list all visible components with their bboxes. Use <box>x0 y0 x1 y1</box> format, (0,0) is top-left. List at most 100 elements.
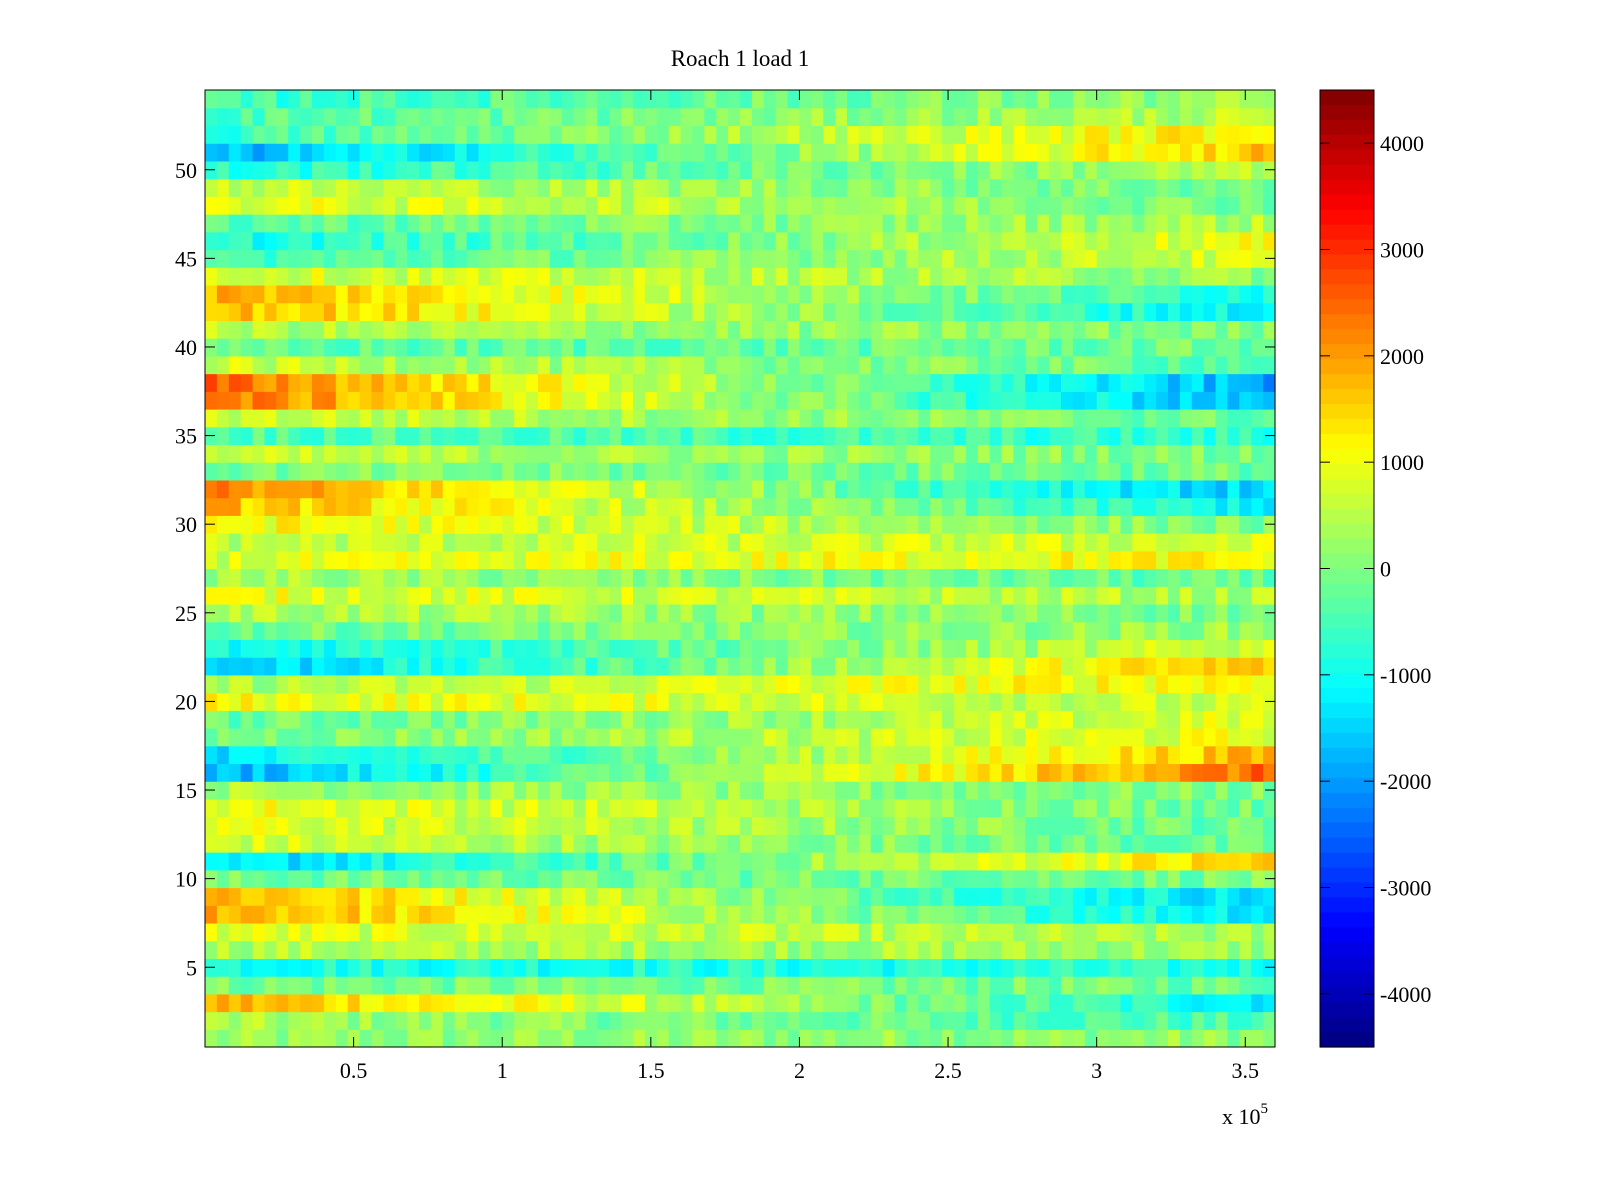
heatmap-cell <box>549 639 563 658</box>
heatmap-cell <box>954 887 967 906</box>
heatmap-cell <box>1251 940 1264 959</box>
heatmap-cell <box>323 940 337 959</box>
heatmap-cell <box>454 479 468 499</box>
heatmap-cell <box>240 710 254 729</box>
heatmap-cell <box>490 107 503 127</box>
heatmap-cell <box>1013 905 1026 924</box>
heatmap-cell <box>549 178 563 197</box>
heatmap-cell <box>466 586 480 605</box>
heatmap-cell <box>763 497 777 516</box>
heatmap-cell <box>633 1011 646 1030</box>
heatmap-cell <box>1168 657 1181 676</box>
heatmap-cell <box>216 284 230 304</box>
heatmap-cell <box>1096 657 1110 676</box>
heatmap-cell <box>549 763 563 782</box>
heatmap-cell <box>633 798 646 818</box>
heatmap-cell <box>847 940 860 959</box>
heatmap-cell <box>1215 905 1229 924</box>
heatmap-cell <box>407 940 420 959</box>
heatmap-cell <box>205 621 218 640</box>
heatmap-cell <box>1251 1011 1264 1030</box>
heatmap-cell <box>1179 852 1193 871</box>
heatmap-cell <box>882 657 896 676</box>
heatmap-cell <box>1156 550 1169 570</box>
heatmap-cell <box>775 781 789 800</box>
heatmap-cell <box>1239 834 1252 853</box>
heatmap-cell <box>989 763 1003 782</box>
heatmap-cell <box>1215 710 1229 729</box>
heatmap-cell <box>609 196 622 215</box>
heatmap-cell <box>466 444 480 463</box>
heatmap-cell <box>763 674 777 694</box>
heatmap-cell <box>811 586 824 605</box>
heatmap-cell <box>882 976 896 995</box>
heatmap-cell <box>775 178 789 197</box>
heatmap-cell <box>882 710 896 729</box>
heatmap-cell <box>312 214 325 233</box>
heatmap-cell <box>1120 728 1133 747</box>
heatmap-cell <box>383 852 396 871</box>
heatmap-cell <box>799 497 812 516</box>
heatmap-cell <box>1203 409 1217 428</box>
heatmap-cell <box>430 462 444 481</box>
heatmap-cell <box>1263 763 1276 782</box>
heatmap-cell <box>1251 391 1264 410</box>
heatmap-cell <box>205 993 218 1013</box>
heatmap-cell <box>1084 1011 1098 1030</box>
heatmap-cell <box>1072 231 1086 251</box>
heatmap-cell <box>918 781 931 800</box>
heatmap-cell <box>526 887 539 906</box>
heatmap-cell <box>478 479 491 499</box>
heatmap-cell <box>918 373 931 392</box>
heatmap-cell <box>359 497 373 516</box>
heatmap-cell <box>300 692 313 711</box>
heatmap-cell <box>870 781 884 800</box>
heatmap-cell <box>811 568 824 587</box>
heatmap-cell <box>430 479 444 499</box>
heatmap-cell <box>823 763 836 782</box>
heatmap-cell <box>240 497 254 516</box>
heatmap-cell <box>1132 834 1145 853</box>
heatmap-cell <box>323 834 337 853</box>
heatmap-cell <box>205 905 218 924</box>
heatmap-cell <box>1001 160 1015 180</box>
heatmap-cell <box>740 852 753 871</box>
heatmap-cell <box>1108 373 1122 392</box>
heatmap-cell <box>609 993 622 1013</box>
heatmap-cell <box>799 107 812 127</box>
heatmap-cell <box>870 710 884 729</box>
heatmap-cell <box>442 444 456 463</box>
heatmap-cell <box>1084 887 1098 906</box>
heatmap-cell <box>787 728 801 747</box>
heatmap-cell <box>216 710 230 729</box>
heatmap-cell <box>264 462 277 481</box>
heatmap-cell <box>1013 107 1026 127</box>
heatmap-cell <box>1072 462 1086 481</box>
heatmap-cell <box>216 586 230 605</box>
heatmap-cell <box>490 852 503 871</box>
heatmap-cell <box>633 284 646 304</box>
heatmap-cell <box>454 852 468 871</box>
heatmap-cell <box>371 479 384 499</box>
heatmap-cell <box>490 143 503 162</box>
heatmap-cell <box>1203 568 1217 587</box>
heatmap-cell <box>1001 816 1015 835</box>
heatmap-cell <box>1108 781 1122 800</box>
heatmap-cell <box>228 869 242 889</box>
heatmap-cell <box>573 373 587 392</box>
heatmap-cell <box>383 781 396 800</box>
heatmap-cell <box>1084 993 1098 1013</box>
heatmap-cell <box>454 444 468 463</box>
heatmap-cell <box>407 533 420 552</box>
heatmap-cell <box>668 869 682 889</box>
heatmap-cell <box>716 338 729 357</box>
heatmap-cell <box>573 249 587 268</box>
heatmap-cell <box>276 409 289 428</box>
x-tick-label: 0.5 <box>340 1058 368 1083</box>
heatmap-cell <box>1168 479 1181 499</box>
heatmap-cell <box>728 993 741 1013</box>
heatmap-cell <box>1215 284 1229 304</box>
heatmap-cell <box>228 231 242 251</box>
heatmap-cell <box>1084 550 1098 570</box>
heatmap-cell <box>502 905 515 924</box>
